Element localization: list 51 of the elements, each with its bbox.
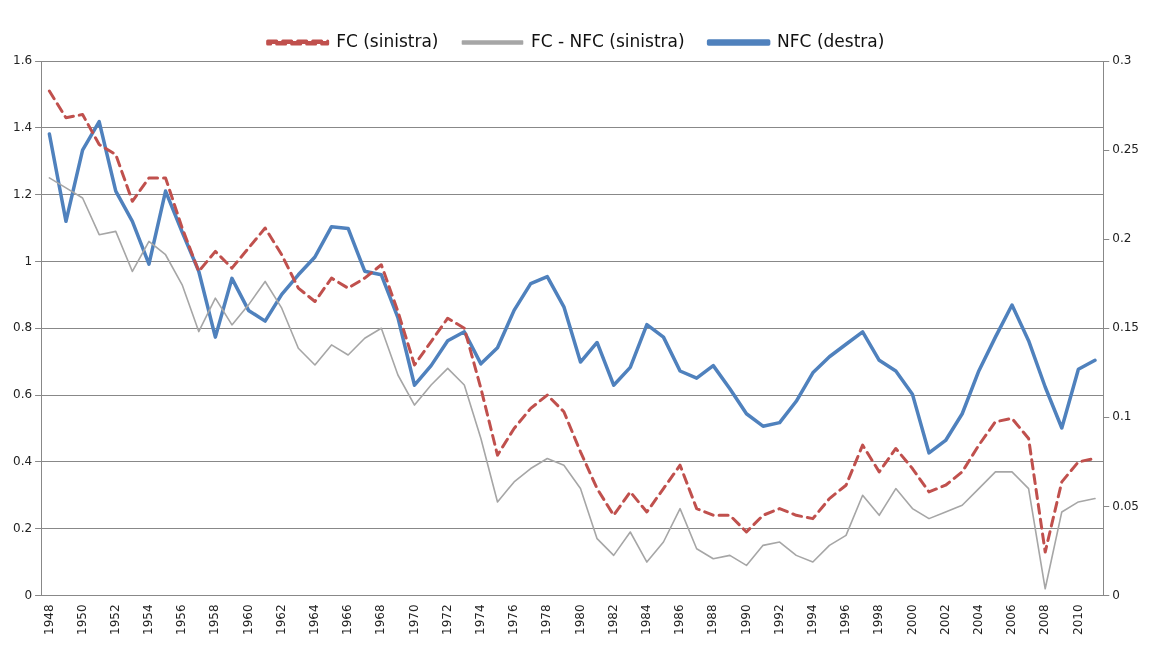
y2-tick-label: 0.3	[1112, 53, 1132, 68]
y2-tick-label: 0.1	[1112, 409, 1132, 424]
x-tick-label: 2008	[1037, 604, 1052, 636]
y2-tick-label: 0.15	[1112, 320, 1139, 335]
x-tick-label: 1970	[406, 604, 421, 636]
x-tick-label: 1956	[174, 604, 189, 636]
x-tick-label: 1996	[838, 604, 853, 636]
x-tick-label: 1998	[871, 604, 886, 636]
legend-label: FC (sinistra)	[336, 30, 439, 51]
y-tick-label: 1.4	[12, 119, 33, 134]
legend-label: FC - NFC (sinistra)	[530, 30, 685, 51]
y2-tick-label: 0.2	[1112, 231, 1132, 246]
legend-label: NFC (destra)	[777, 30, 885, 51]
y-tick-label: 1.6	[12, 53, 33, 68]
x-tick-label: 1952	[107, 604, 122, 636]
x-tick-label: 1968	[373, 604, 388, 636]
y-tick-label: 0.2	[12, 520, 33, 535]
x-tick-label: 1974	[473, 604, 488, 636]
x-tick-label: 1994	[804, 604, 819, 636]
x-tick-label: 1972	[439, 604, 454, 636]
x-tick-label: 1976	[506, 604, 521, 636]
x-tick-label: 1948	[41, 604, 56, 636]
x-tick-label: 2006	[1004, 604, 1019, 636]
x-tick-label: 1950	[74, 604, 89, 636]
x-tick-label: 1978	[539, 604, 554, 636]
x-tick-label: 1980	[572, 604, 587, 636]
x-tick-label: 1960	[240, 604, 255, 636]
x-tick-label: 2004	[970, 604, 985, 636]
x-tick-label: 1982	[605, 604, 620, 636]
y-tick-label: 0	[24, 587, 33, 602]
x-tick-label: 2000	[904, 604, 919, 636]
y-tick-label: 0.6	[12, 387, 33, 402]
x-tick-label: 1964	[307, 604, 322, 636]
x-tick-label: 1966	[340, 604, 355, 636]
y-tick-label: 1	[24, 253, 33, 268]
x-tick-label: 1954	[141, 604, 156, 636]
x-tick-label: 1988	[705, 604, 720, 636]
y2-tick-label: 0	[1112, 587, 1120, 602]
x-tick-label: 1962	[273, 604, 288, 636]
y2-tick-label: 0.25	[1112, 142, 1139, 157]
y-tick-label: 0.4	[12, 453, 33, 468]
y2-tick-label: 0.05	[1112, 498, 1139, 513]
x-tick-label: 1984	[638, 604, 653, 636]
y-tick-label: 1.2	[12, 186, 33, 201]
x-tick-label: 1992	[771, 604, 786, 636]
x-tick-label: 1986	[672, 604, 687, 636]
x-tick-label: 1990	[738, 604, 753, 636]
x-tick-label: 1958	[207, 604, 222, 636]
x-tick-label: 2010	[1070, 604, 1085, 636]
y-tick-label: 0.8	[12, 320, 33, 335]
x-tick-label: 2002	[937, 604, 952, 636]
